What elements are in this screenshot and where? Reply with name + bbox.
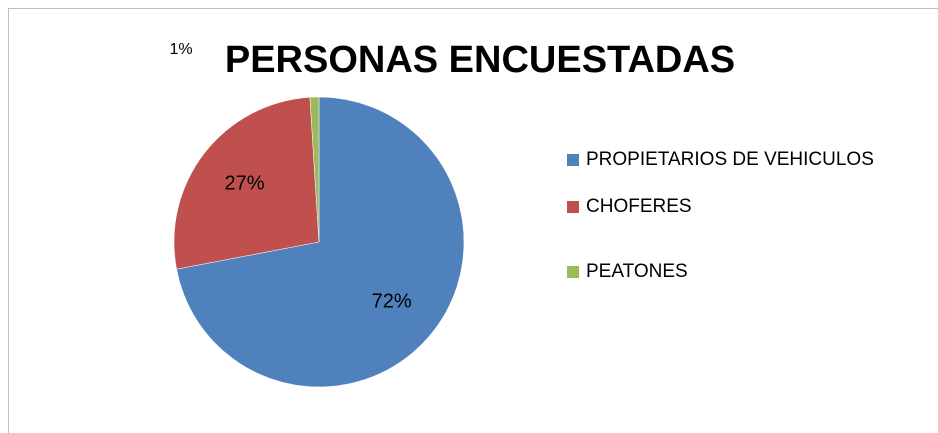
legend-swatch (567, 266, 579, 278)
legend-label: PROPIETARIOS DE VEHICULOS (586, 149, 874, 170)
legend-label: PEATONES (586, 261, 688, 282)
legend-label: CHOFERES (586, 196, 692, 217)
legend-swatch (567, 201, 579, 213)
legend-swatch (567, 154, 579, 166)
data-label: 72% (372, 290, 412, 312)
chart-title: PERSONAS ENCUESTADAS (225, 39, 735, 81)
chart-frame (8, 8, 938, 433)
pie-slice (173, 97, 320, 270)
pie-slice (176, 96, 465, 388)
data-label: 27% (225, 173, 265, 195)
data-label: 1% (169, 41, 192, 58)
pie-slice (309, 96, 320, 243)
